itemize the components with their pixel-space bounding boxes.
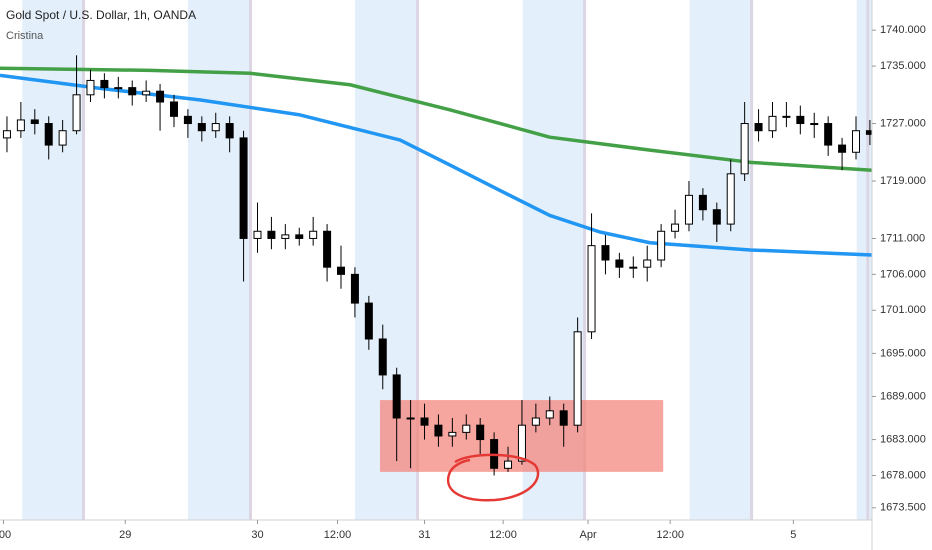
candle-body	[726, 173, 735, 225]
candle-body	[420, 417, 429, 426]
candle-body	[448, 431, 457, 437]
y-tick-label: 1689.000	[880, 390, 926, 402]
candle-body	[684, 194, 693, 225]
candle-body	[253, 230, 262, 239]
candle-body	[851, 130, 860, 153]
candle-body	[350, 273, 359, 304]
x-tick-label: 5	[790, 529, 796, 541]
candle-body	[434, 424, 443, 437]
y-tick-label: 1740.000	[880, 24, 926, 36]
candle-body	[601, 245, 610, 261]
candle-body	[267, 230, 276, 239]
chart-subtitle: Cristina	[6, 30, 44, 42]
candle-body	[44, 123, 53, 146]
candle-body	[197, 123, 206, 132]
candle-body	[295, 234, 304, 239]
candle-body	[156, 90, 165, 103]
candle-body	[281, 234, 290, 239]
candle-body	[225, 123, 234, 139]
candle-body	[768, 115, 777, 132]
candle-body	[559, 410, 568, 426]
x-tick-label: 29	[119, 529, 131, 541]
y-tick-label: 1673.500	[880, 502, 926, 514]
candle-body	[629, 266, 638, 269]
candle-body	[16, 119, 25, 132]
candle-body	[810, 123, 819, 126]
candle-body	[364, 302, 373, 340]
candle-body	[782, 115, 791, 118]
candle-body	[30, 119, 39, 125]
y-tick-label: 1711.000	[880, 232, 925, 244]
candle-body	[406, 417, 415, 420]
y-tick-label: 1727.000	[880, 117, 926, 129]
x-tick-label: 12:00	[656, 529, 684, 541]
candle-body	[100, 79, 109, 89]
session-band	[856, 0, 872, 520]
candle-body	[754, 123, 763, 132]
candle-body	[517, 424, 526, 462]
candle-body	[643, 259, 652, 268]
candle-body	[504, 460, 513, 469]
candle-body	[114, 87, 123, 90]
candle-body	[86, 79, 95, 96]
session-band	[187, 0, 251, 520]
y-tick-label: 1719.000	[880, 175, 926, 187]
moving-average-line	[0, 66, 872, 172]
x-tick-label: 12:00	[489, 529, 517, 541]
candle-body	[531, 417, 540, 426]
candle-body	[58, 130, 67, 146]
candle-body	[671, 223, 680, 232]
candle-body	[573, 331, 582, 426]
candle-body	[142, 90, 151, 96]
candle-body	[545, 410, 554, 419]
candle-body	[128, 87, 137, 96]
plot-layer	[0, 55, 872, 476]
candle-body	[838, 144, 847, 153]
session-band	[689, 0, 752, 520]
hand-drawn-circle	[447, 453, 540, 502]
candle-body	[392, 374, 401, 419]
candle-body	[239, 137, 248, 239]
x-tick-label: Apr	[579, 529, 596, 541]
y-tick-label: 1695.000	[880, 347, 926, 359]
candle-body	[587, 245, 596, 333]
candle-body	[337, 266, 346, 275]
y-tick-label: 1706.000	[880, 268, 926, 280]
candle-body	[476, 424, 485, 441]
candle-body	[462, 424, 471, 433]
candle-body	[796, 115, 805, 125]
candle-body	[657, 230, 666, 261]
x-tick-label: 12:00	[324, 529, 352, 541]
y-tick-label: 1701.000	[880, 304, 926, 316]
candle-body	[169, 101, 178, 117]
candle-body	[712, 209, 721, 225]
candle-body	[698, 194, 707, 211]
candle-body	[323, 230, 332, 268]
candle-body	[615, 259, 624, 268]
chart-title: Gold Spot / U.S. Dollar, 1h, OANDA	[6, 8, 196, 22]
candle-body	[824, 123, 833, 146]
session-band	[22, 0, 83, 520]
candle-body	[2, 130, 11, 139]
candle-body	[309, 230, 318, 239]
moving-average-line	[0, 73, 872, 257]
x-tick-label: 31	[418, 529, 430, 541]
candle-body	[740, 123, 749, 175]
candle-body	[211, 123, 220, 132]
candle-body	[865, 130, 872, 135]
x-tick-label: :00	[0, 529, 11, 541]
x-tick-label: 30	[251, 529, 263, 541]
y-tick-label: 1735.000	[880, 60, 926, 72]
candle-body	[378, 338, 387, 376]
candle-body	[183, 115, 192, 125]
candle-body	[72, 94, 81, 132]
background-layer	[22, 0, 872, 520]
y-tick-label: 1683.000	[880, 433, 926, 445]
y-tick-label: 1678.000	[880, 469, 926, 481]
